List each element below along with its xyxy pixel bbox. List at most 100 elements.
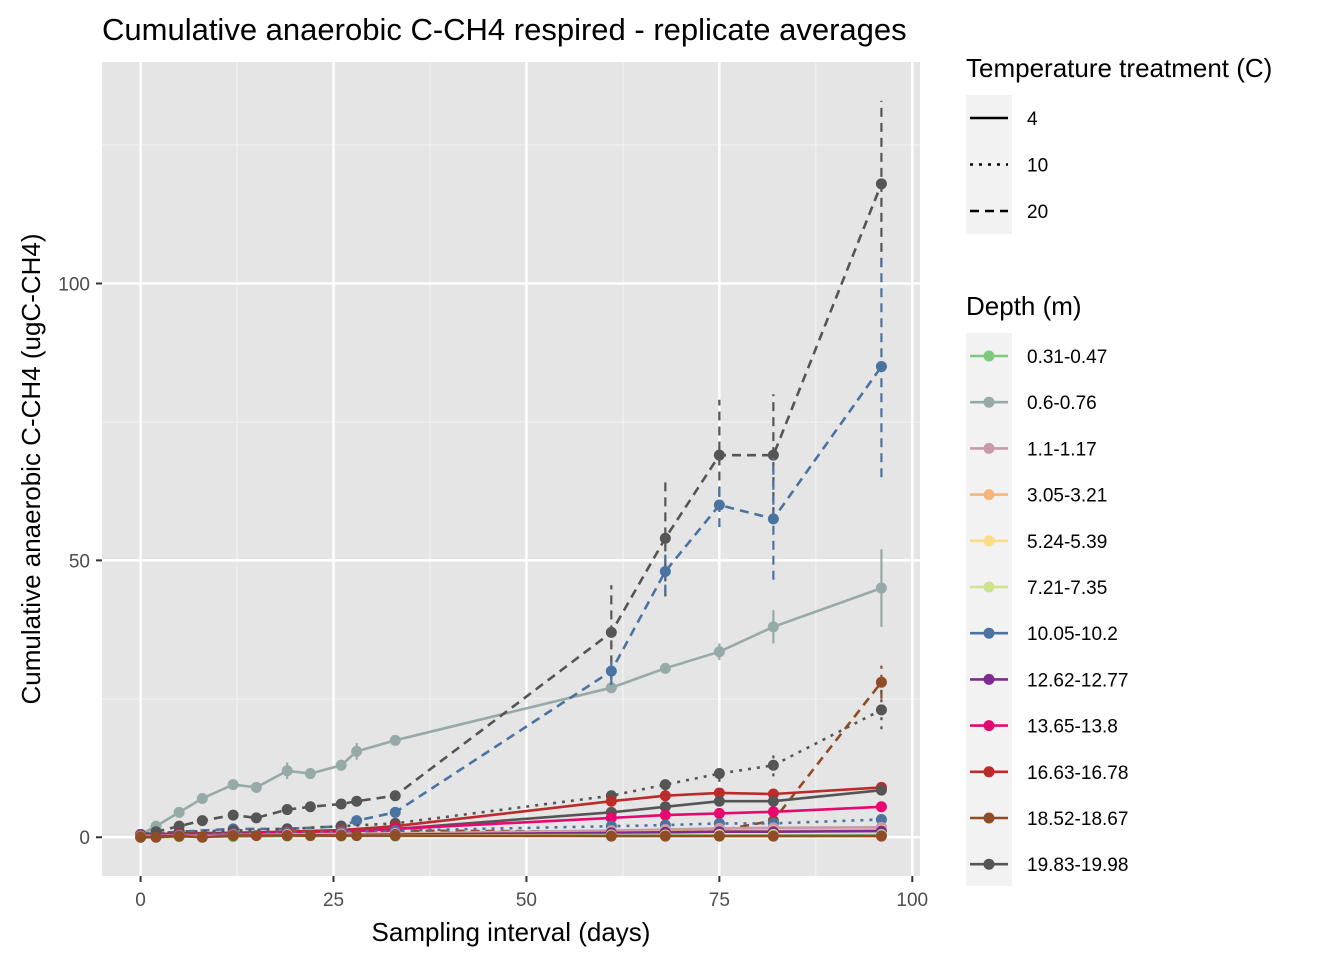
depth-legend-key-point (983, 673, 995, 685)
data-point (304, 801, 316, 813)
data-point (196, 815, 208, 827)
data-point (767, 621, 779, 633)
depth-legend-label: 5.24-5.39 (1027, 532, 1107, 553)
series-layer (135, 100, 887, 843)
depth-legend-label: 0.31-0.47 (1027, 347, 1107, 368)
data-point (713, 787, 725, 799)
x-tick-label: 0 (135, 890, 146, 911)
chart-title: Cumulative anaerobic C-CH4 respired - re… (102, 12, 907, 47)
data-point (875, 704, 887, 716)
data-point (659, 779, 671, 791)
data-point (767, 449, 779, 461)
data-point (659, 532, 671, 544)
x-axis: 0 25 50 75 100 (135, 876, 928, 911)
x-tick-label: 50 (516, 890, 537, 911)
depth-legend-key-point (983, 766, 995, 778)
data-point (767, 759, 779, 771)
data-point (250, 781, 262, 793)
series-line (140, 183, 883, 836)
depth-legend-label: 3.05-3.21 (1027, 486, 1107, 507)
depth-legend-label: 18.52-18.67 (1027, 809, 1128, 830)
data-point (605, 682, 617, 694)
depth-legend-label: 0.6-0.76 (1027, 393, 1097, 414)
x-tick-label: 25 (323, 890, 344, 911)
data-point (304, 768, 316, 780)
data-point (875, 582, 887, 594)
data-point (659, 662, 671, 674)
depth-legend-key-point (983, 442, 995, 454)
data-point (659, 801, 671, 813)
data-point (875, 676, 887, 688)
data-point (713, 807, 725, 819)
data-point (281, 830, 293, 842)
data-point (281, 804, 293, 816)
depth-legend-key-point (983, 720, 995, 732)
depth-legend-label: 16.63-16.78 (1027, 763, 1128, 784)
depth-legend-label: 19.83-19.98 (1027, 855, 1128, 876)
data-point (227, 830, 239, 842)
data-point (250, 830, 262, 842)
data-point (196, 831, 208, 843)
plot-panel (102, 62, 920, 876)
data-point (250, 812, 262, 824)
data-point (767, 795, 779, 807)
series-18.52-18.67-4C (135, 830, 887, 843)
data-point (875, 830, 887, 842)
data-point (135, 831, 147, 843)
depth-legend-keys-bg (966, 333, 1012, 886)
x-tick-label: 100 (896, 890, 928, 911)
data-point (713, 449, 725, 461)
data-point (659, 565, 671, 577)
y-axis-label: Cumulative anaerobic C-CH4 (ugC-CH4) (16, 233, 46, 704)
series-line (140, 365, 883, 836)
data-point (875, 361, 887, 373)
depth-legend-label: 7.21-7.35 (1027, 578, 1107, 599)
data-point (605, 665, 617, 677)
y-tick-label: 100 (58, 274, 90, 295)
linetype-legend-label: 4 (1027, 109, 1038, 130)
data-point (335, 759, 347, 771)
data-point (605, 830, 617, 842)
depth-legend-key-point (983, 581, 995, 593)
data-point (281, 765, 293, 777)
linetype-legend-title: Temperature treatment (C) (966, 53, 1272, 83)
data-point (227, 809, 239, 821)
data-point (351, 745, 363, 757)
depth-legend-label: 1.1-1.17 (1027, 439, 1097, 460)
linetype-legend: Temperature treatment (C) 4 10 20 (966, 53, 1272, 234)
data-point (335, 830, 347, 842)
data-point (351, 795, 363, 807)
data-point (173, 830, 185, 842)
data-point (304, 830, 316, 842)
data-point (875, 801, 887, 813)
data-point (875, 784, 887, 796)
linetype-legend-label: 20 (1027, 202, 1048, 223)
linetype-legend-label: 10 (1027, 156, 1048, 177)
data-point (659, 830, 671, 842)
data-point (767, 513, 779, 525)
data-point (659, 790, 671, 802)
data-point (713, 830, 725, 842)
data-point (227, 779, 239, 791)
depth-legend-key-point (983, 396, 995, 408)
data-point (335, 798, 347, 810)
data-point (875, 178, 887, 190)
data-point (713, 768, 725, 780)
data-point (713, 795, 725, 807)
depth-legend-label: 12.62-12.77 (1027, 670, 1128, 691)
data-point (196, 792, 208, 804)
data-point (389, 734, 401, 746)
x-axis-label: Sampling interval (days) (372, 917, 651, 947)
series-line (140, 834, 882, 839)
data-point (605, 795, 617, 807)
depth-legend-key-point (983, 535, 995, 547)
data-point (605, 812, 617, 824)
data-point (713, 499, 725, 511)
depth-legend-title: Depth (m) (966, 291, 1082, 321)
data-point (351, 815, 363, 827)
data-point (659, 809, 671, 821)
data-point (389, 830, 401, 842)
y-axis: 0 50 100 (58, 274, 102, 849)
depth-legend-key-point (983, 858, 995, 870)
